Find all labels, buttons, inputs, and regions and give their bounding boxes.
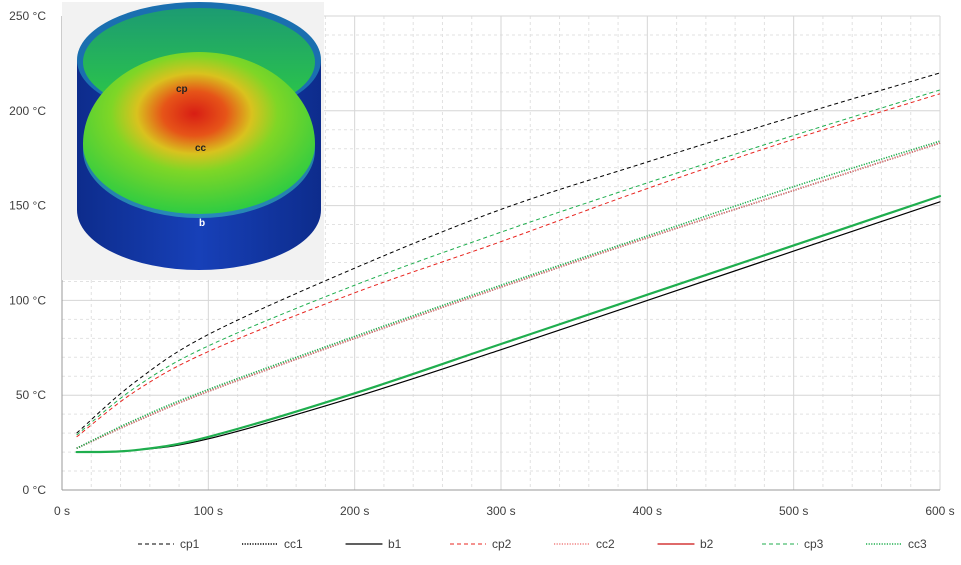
inset-label-b: b bbox=[199, 218, 205, 229]
y-tick-label: 200 °C bbox=[9, 104, 46, 118]
x-tick-label: 300 s bbox=[486, 504, 515, 518]
legend-label-b1: b1 bbox=[388, 537, 402, 551]
legend-label-cc3: cc3 bbox=[908, 537, 927, 551]
x-tick-label: 200 s bbox=[340, 504, 369, 518]
y-tick-label: 0 °C bbox=[23, 483, 47, 497]
inset-label-cc: cc bbox=[195, 143, 207, 154]
inset-bottom-surface bbox=[83, 52, 315, 214]
x-tick-label: 400 s bbox=[633, 504, 662, 518]
legend-label-b2: b2 bbox=[700, 537, 714, 551]
y-tick-label: 100 °C bbox=[9, 293, 46, 307]
x-tick-label: 100 s bbox=[194, 504, 223, 518]
y-tick-label: 250 °C bbox=[9, 9, 46, 23]
legend: cp1cc1b1cp2cc2b2cp3cc3b3 bbox=[138, 537, 927, 551]
x-tick-label: 500 s bbox=[779, 504, 808, 518]
legend-label-cp2: cp2 bbox=[492, 537, 512, 551]
legend-label-cc1: cc1 bbox=[284, 537, 303, 551]
y-tick-label: 50 °C bbox=[16, 388, 46, 402]
y-tick-label: 150 °C bbox=[9, 199, 46, 213]
inset-label-cp: cp bbox=[176, 84, 188, 95]
series-line-b3 bbox=[75, 195, 942, 454]
series-line-cp3 bbox=[76, 89, 941, 436]
series-line-cc2 bbox=[76, 142, 941, 450]
plot-area bbox=[75, 72, 942, 454]
series-line-cp1 bbox=[76, 72, 941, 434]
x-tick-label: 0 s bbox=[54, 504, 70, 518]
inset-temperature-image: cp cc b bbox=[62, 2, 324, 280]
axes: 0 °C 50 °C 100 °C 150 °C 200 °C 250 °C 0 s 100 … bbox=[9, 9, 955, 518]
series-line-cp2 bbox=[76, 93, 941, 438]
legend-label-cp3: cp3 bbox=[804, 537, 824, 551]
series-line-cc3 bbox=[76, 140, 941, 450]
x-tick-label: 600 s bbox=[925, 504, 954, 518]
legend-label-cp1: cp1 bbox=[180, 537, 200, 551]
legend-label-cc2: cc2 bbox=[596, 537, 615, 551]
